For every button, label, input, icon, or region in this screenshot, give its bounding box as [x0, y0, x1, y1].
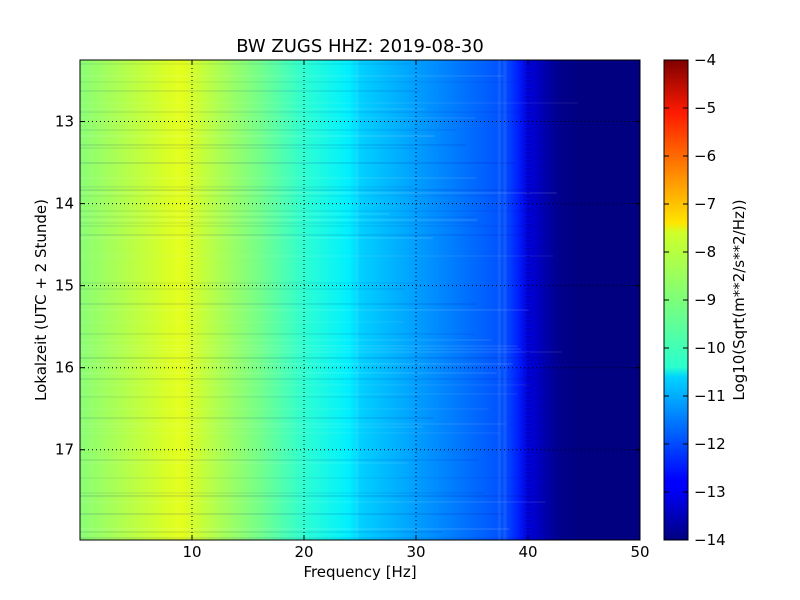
colorbar-tick-label: −9	[694, 291, 716, 309]
spectrogram-streak	[175, 60, 179, 540]
spectrogram-band	[80, 492, 485, 494]
spectrogram-bands	[80, 60, 579, 540]
colorbar: −4 −5 −6 −7 −8 −9 −10 −11 −12 −13 −14 Log10(Sqrt(m…	[663, 51, 748, 549]
spectrogram-band	[80, 396, 421, 398]
spectrogram-band	[80, 162, 515, 164]
spectrogram-band	[80, 216, 475, 218]
spectrogram-band	[80, 417, 434, 419]
spectrogram-band	[80, 213, 390, 215]
chart-title: BW ZUGS HHZ: 2019-08-30	[236, 36, 484, 57]
y-tick-label: 15	[55, 277, 74, 295]
spectrogram-band	[80, 255, 554, 257]
colorbar-tick-label: −12	[694, 435, 726, 453]
spectrogram-band	[80, 393, 518, 395]
spectrogram-band	[80, 384, 530, 386]
spectrogram-band	[80, 339, 492, 341]
colorbar-tick-label: −11	[694, 387, 726, 405]
spectrogram-band	[80, 348, 521, 350]
spectrogram-band	[80, 135, 435, 137]
x-axis: 10 20 30 40 50	[182, 60, 650, 561]
spectrogram-streak	[497, 60, 501, 540]
spectrogram-band	[80, 234, 525, 236]
grid-lines	[80, 60, 640, 540]
spectrogram-band	[80, 192, 557, 194]
spectrogram-band	[80, 303, 477, 305]
y-axis: 13 14 15 16 17	[55, 113, 640, 459]
spectrogram-band	[80, 432, 500, 434]
x-tick-label: 20	[294, 543, 313, 561]
spectrogram-band	[80, 477, 555, 479]
spectrogram-band	[80, 225, 564, 227]
spectrogram-band	[80, 222, 480, 224]
spectrogram-band	[80, 186, 414, 188]
spectrogram-band	[80, 108, 426, 110]
spectrogram-band	[80, 81, 517, 83]
spectrogram-band	[80, 462, 409, 464]
spectrogram-band	[80, 288, 405, 290]
colorbar-tick-label: −13	[694, 483, 726, 501]
spectrogram-band	[80, 501, 546, 503]
colorbar-tick-label: −5	[694, 99, 716, 117]
spectrogram-band	[80, 408, 489, 410]
spectrogram-band	[80, 309, 529, 311]
spectrogram-streak	[355, 60, 359, 540]
spectrogram-band	[80, 333, 475, 335]
plot-area	[79, 59, 641, 541]
spectrogram-band	[80, 345, 518, 347]
colorbar-label: Log10(Sqrt(m**2/s**2/Hz))	[730, 199, 748, 400]
colorbar-tick-label: −10	[694, 339, 726, 357]
spectrogram-band	[80, 357, 543, 359]
y-tick-label: 13	[55, 113, 74, 131]
y-tick-label: 17	[55, 441, 74, 459]
spectrogram-image	[80, 60, 640, 540]
colorbar-ticks: −4 −5 −6 −7 −8 −9 −10 −11 −12 −13 −14	[664, 51, 726, 549]
spectrogram-band	[80, 426, 423, 428]
spectrogram-band	[80, 90, 419, 92]
x-axis-label: Frequency [Hz]	[303, 563, 416, 581]
spectrogram-band	[80, 102, 579, 104]
spectrogram-band	[80, 531, 443, 533]
spectrogram-band	[80, 210, 533, 212]
spectrogram-band	[80, 189, 557, 191]
spectrogram-band	[80, 219, 478, 221]
colorbar-tick-label: −6	[694, 147, 716, 165]
spectrogram-band	[80, 237, 433, 239]
spectrogram-band	[80, 282, 415, 284]
y-tick-label: 14	[55, 195, 74, 213]
spectrogram-band	[80, 513, 504, 515]
y-axis-label: Lokalzeit (UTC + 2 Stunde)	[32, 199, 50, 401]
spectrogram-band	[80, 372, 497, 374]
x-tick-label: 50	[630, 543, 649, 561]
spectrogram-band	[80, 63, 411, 65]
colorbar-tick-label: −14	[694, 531, 726, 549]
colorbar-tick-label: −4	[694, 51, 716, 69]
spectrogram-band	[80, 537, 577, 539]
spectrogram-band	[80, 144, 467, 146]
spectrogram-band	[80, 195, 497, 197]
x-tick-label: 10	[182, 543, 201, 561]
spectrogram-band	[80, 459, 478, 461]
spectrogram-band	[80, 177, 477, 179]
spectrogram-band	[80, 495, 562, 497]
y-tick-label: 16	[55, 359, 74, 377]
spectrogram-band	[80, 321, 405, 323]
colorbar-tick-label: −7	[694, 195, 716, 213]
spectrogram-band	[80, 378, 542, 380]
x-tick-label: 40	[518, 543, 537, 561]
spectrogram-band	[80, 111, 520, 113]
spectrogram-band	[80, 363, 513, 365]
spectrogram-band	[80, 423, 506, 425]
spectrogram-band	[80, 147, 415, 149]
plot-frame	[79, 59, 641, 541]
spectrogram-band	[80, 528, 510, 530]
spectrogram-streak	[503, 60, 507, 540]
spectrogram-band	[80, 75, 504, 77]
spectrogram-band	[80, 129, 457, 131]
spectrogram-band	[80, 117, 476, 119]
colorbar-tick-label: −8	[694, 243, 716, 261]
spectrogram-band	[80, 351, 562, 353]
x-tick-label: 30	[406, 543, 425, 561]
